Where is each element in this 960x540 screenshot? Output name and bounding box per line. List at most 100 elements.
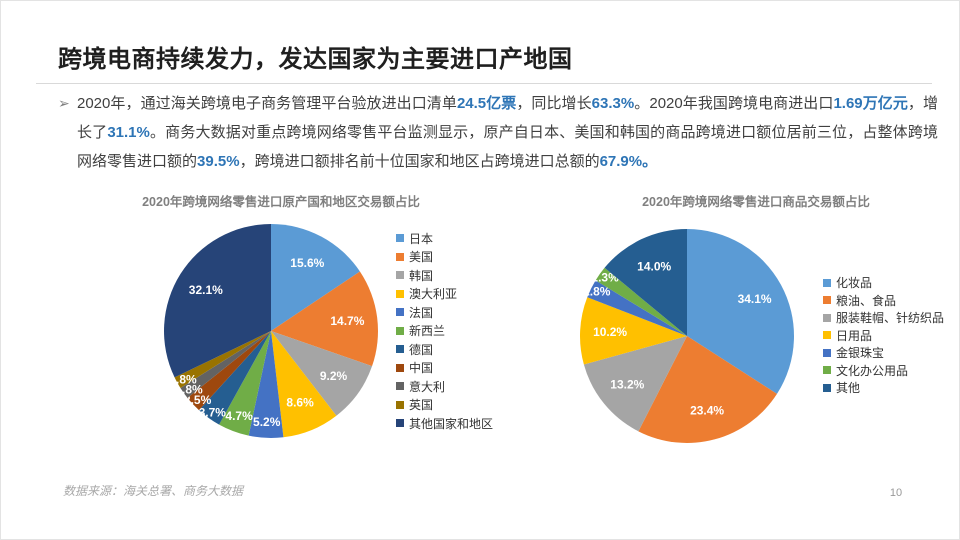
body-text-segment: ，增长了 (77, 95, 938, 141)
legend-item-6: 其他 (823, 379, 944, 397)
pie-slice-7 (187, 331, 271, 411)
legend-swatch-icon (396, 271, 404, 280)
legend-swatch-icon (396, 234, 404, 243)
legend-item-5: 新西兰 (396, 322, 493, 341)
legend-label: 日本 (409, 231, 434, 246)
legend-swatch-icon (823, 366, 831, 375)
highlight-stat: 39.5% (197, 153, 240, 170)
legend-item-10: 其他国家和地区 (396, 414, 493, 433)
legend-swatch-icon (396, 345, 404, 354)
pie-slice-0 (271, 224, 360, 331)
pie-slice-6 (604, 229, 687, 336)
legend-swatch-icon (823, 348, 831, 357)
pie-slice-label-6: 14.0% (637, 259, 671, 273)
legend-label: 韩国 (409, 268, 434, 283)
legend-swatch-icon (396, 382, 404, 391)
chart-title-product-categories: 2020年跨境网络零售进口商品交易额占比 (642, 195, 870, 209)
legend-swatch-icon (823, 296, 831, 305)
pie-slice-label-6: 3.7% (199, 406, 227, 420)
pie-chart-product-categories: 34.1% 23.4% 13.2% 10.2% 2.8%2.3% 14.0% (580, 229, 794, 444)
page-number: 10 (889, 487, 903, 499)
body-text-segment: 。2020年我国跨境电商进出口 (634, 95, 834, 112)
body-block: ➢ 2020年，通过海关跨境电子商务管理平台验放进出口清单24.5亿票，同比增长… (58, 89, 938, 176)
legend-label: 法国 (409, 305, 434, 320)
pie-slice-5 (219, 331, 271, 436)
legend-item-0: 日本 (396, 229, 493, 248)
legend-item-7: 中国 (396, 359, 493, 378)
pie-slice-label-5: 2.3% (591, 271, 619, 285)
legend-item-3: 日用品 (823, 327, 944, 345)
pie-slice-label-3: 8.6% (286, 395, 314, 409)
legend-swatch-icon (396, 419, 404, 428)
legend-swatch-icon (396, 252, 404, 261)
highlight-stat: 67.9%。 (599, 153, 658, 170)
legend-label: 英国 (409, 398, 434, 413)
body-text-segment: 。商务大数据对重点跨境网络零售平台监测显示，原产自日本、美国和韩国的商品跨境进口… (77, 124, 938, 170)
legend-swatch-icon (823, 331, 831, 340)
legend-label: 文化办公用品 (836, 363, 909, 378)
legend-label: 中国 (409, 361, 434, 376)
pie-slice-0 (687, 229, 794, 394)
legend-label: 其他 (836, 381, 861, 396)
legend-item-2: 韩国 (396, 266, 493, 285)
pie-slice-8 (180, 331, 271, 398)
body-text-segment: ，同比增长 (516, 95, 592, 112)
title-divider (36, 83, 932, 84)
legend-item-5: 文化办公用品 (823, 362, 944, 380)
pie-slice-label-10: 32.1% (189, 283, 223, 297)
legend-label: 德国 (409, 342, 434, 357)
pie-slice-label-0: 34.1% (738, 292, 772, 306)
legend-origin-countries: 日本美国韩国澳大利亚法国新西兰德国中国意大利英国其他国家和地区 (396, 229, 493, 433)
pie-slice-4 (248, 331, 284, 439)
legend-item-8: 意大利 (396, 377, 493, 396)
legend-swatch-icon (823, 278, 831, 287)
body-text-segment: 2020年，通过海关跨境电子商务管理平台验放进出口清单 (77, 95, 457, 112)
page-title: 跨境电商持续发力，发达国家为主要进口产地国 (58, 46, 573, 73)
legend-label: 粮油、食品 (836, 293, 897, 308)
legend-swatch-icon (396, 308, 404, 317)
legend-label: 新西兰 (409, 324, 446, 339)
legend-label: 金银珠宝 (836, 346, 885, 361)
pie-chart-origin-countries: 15.6%14.7%9.2%8.6%5.2%4.7%3.7%2.5%1.8%1.… (164, 224, 378, 439)
legend-label: 意大利 (409, 379, 446, 394)
legend-label: 服装鞋帽、针纺织品 (836, 311, 945, 326)
charts-row: 2020年跨境网络零售进口原产国和地区交易额占比 2020年跨境网络零售进口商品… (1, 186, 959, 461)
pie-slice-3 (580, 297, 687, 365)
legend-swatch-icon (396, 289, 404, 298)
pie-slice-5 (595, 267, 687, 336)
data-source-note: 数据来源：海关总署、商务大数据 (63, 484, 244, 498)
bullet-arrow-icon: ➢ (58, 95, 70, 111)
legend-swatch-icon (823, 383, 831, 392)
legend-product-categories: 化妆品粮油、食品服装鞋帽、针纺织品 日用品金银珠宝文化办公用品 其他 (823, 274, 944, 397)
pie-slice-label-5: 4.7% (225, 409, 253, 423)
legend-item-0: 化妆品 (823, 274, 944, 292)
pie-slice-label-1: 23.4% (690, 403, 724, 417)
pie-slice-3 (271, 331, 337, 438)
legend-label: 澳大利亚 (409, 287, 458, 302)
pie-slice-label-3: 10.2% (593, 325, 627, 339)
pie-slice-label-2: 9.2% (320, 369, 348, 383)
legend-item-1: 粮油、食品 (823, 292, 944, 310)
pie-slice-1 (271, 271, 378, 367)
legend-label: 日用品 (836, 328, 873, 343)
pie-slice-9 (174, 331, 271, 388)
highlight-stat: 31.1% (107, 124, 150, 141)
legend-label: 美国 (409, 250, 434, 265)
legend-swatch-icon (823, 313, 831, 322)
legend-swatch-icon (396, 400, 404, 409)
highlight-stat: 24.5亿票 (456, 95, 517, 112)
pie-slice-1 (638, 336, 777, 444)
legend-item-4: 金银珠宝 (823, 344, 944, 362)
pie-slice-4 (587, 280, 687, 336)
pie-slice-label-0: 15.6% (290, 256, 324, 270)
pie-slice-10 (164, 224, 271, 378)
legend-item-4: 法国 (396, 303, 493, 322)
legend-swatch-icon (396, 326, 404, 335)
legend-label: 其他国家和地区 (409, 416, 494, 431)
pie-slice-2 (583, 336, 687, 432)
legend-item-3: 澳大利亚 (396, 285, 493, 304)
body-text: 2020年，通过海关跨境电子商务管理平台验放进出口清单24.5亿票，同比增长63… (77, 89, 938, 176)
pie-slice-6 (198, 331, 271, 425)
legend-label: 化妆品 (836, 276, 873, 291)
